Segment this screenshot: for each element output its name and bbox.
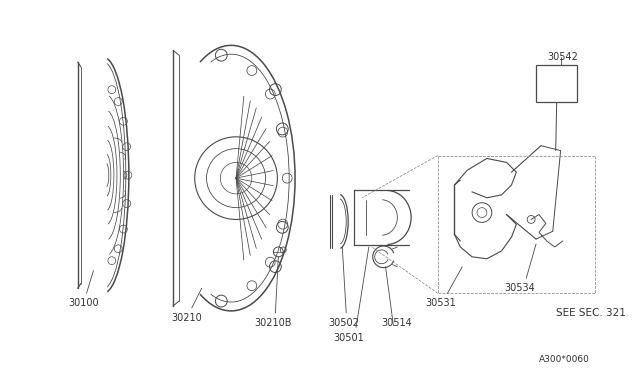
Text: 30210B: 30210B xyxy=(255,318,292,328)
Text: 30501: 30501 xyxy=(334,333,365,343)
Text: 30534: 30534 xyxy=(504,283,534,294)
Text: A300*0060: A300*0060 xyxy=(540,355,590,364)
Text: 30210: 30210 xyxy=(172,313,202,323)
Bar xyxy=(536,65,577,102)
Text: 30514: 30514 xyxy=(381,318,412,328)
Text: 30542: 30542 xyxy=(547,52,578,62)
Text: SEE SEC. 321: SEE SEC. 321 xyxy=(556,308,625,318)
Text: 30531: 30531 xyxy=(425,298,456,308)
Text: 30100: 30100 xyxy=(68,298,99,308)
Text: 30502: 30502 xyxy=(329,318,360,328)
